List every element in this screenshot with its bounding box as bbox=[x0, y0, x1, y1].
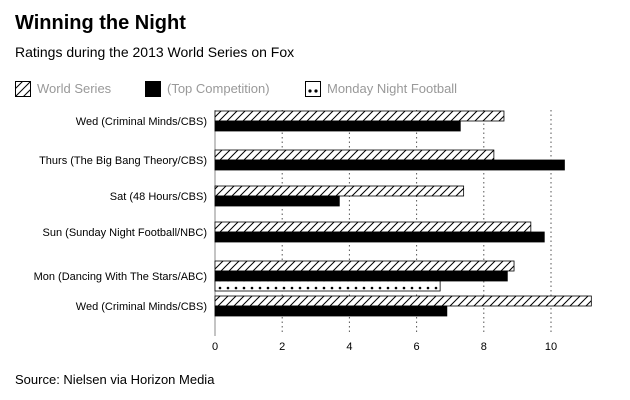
chart-title: Winning the Night bbox=[15, 12, 186, 34]
category-label: Thurs (The Big Bang Theory/CBS) bbox=[39, 155, 207, 167]
bar-world-series-2 bbox=[214, 185, 465, 197]
bar-top-competition-0 bbox=[214, 120, 461, 132]
bar-top-competition-3 bbox=[214, 231, 545, 243]
x-tick-label: 2 bbox=[279, 341, 285, 353]
bar-chart: Wed (Criminal Minds/CBS) Thurs (The Big B… bbox=[34, 110, 592, 353]
dots-swatch-icon bbox=[305, 81, 321, 97]
chart-subtitle: Ratings during the 2013 World Series on … bbox=[15, 44, 295, 60]
category-label: Sat (48 Hours/CBS) bbox=[110, 191, 207, 203]
bar-world-series-1 bbox=[214, 149, 495, 161]
bar-world-series-4 bbox=[214, 260, 515, 272]
x-tick-label: 0 bbox=[212, 341, 218, 353]
bar-world-series-3 bbox=[214, 221, 532, 233]
bar-monday-night-football-4 bbox=[214, 280, 441, 292]
legend-label-monday-night-football: Monday Night Football bbox=[327, 81, 458, 96]
category-label: Mon (Dancing With The Stars/ABC) bbox=[34, 271, 207, 283]
category-label: Wed (Criminal Minds/CBS) bbox=[76, 116, 207, 128]
bar-world-series-0 bbox=[214, 110, 505, 122]
legend-label-top-competition: (Top Competition) bbox=[167, 81, 270, 96]
bar-top-competition-2 bbox=[214, 195, 340, 207]
x-tick-label: 8 bbox=[481, 341, 487, 353]
bar-top-competition-1 bbox=[214, 159, 565, 171]
category-label: Wed (Criminal Minds/CBS) bbox=[76, 301, 207, 313]
x-tick-label: 10 bbox=[545, 341, 557, 353]
x-tick-label: 4 bbox=[346, 341, 352, 353]
bar-top-competition-5 bbox=[214, 305, 448, 317]
source-note: Source: Nielsen via Horizon Media bbox=[15, 372, 215, 387]
solid-swatch-icon bbox=[145, 81, 161, 97]
bar-world-series-5 bbox=[214, 295, 592, 307]
x-tick-label: 6 bbox=[414, 341, 420, 353]
hatch-swatch-icon bbox=[15, 81, 31, 97]
bar-top-competition-4 bbox=[214, 270, 508, 282]
legend-label-world-series: World Series bbox=[37, 81, 112, 96]
category-label: Sun (Sunday Night Football/NBC) bbox=[43, 227, 207, 239]
